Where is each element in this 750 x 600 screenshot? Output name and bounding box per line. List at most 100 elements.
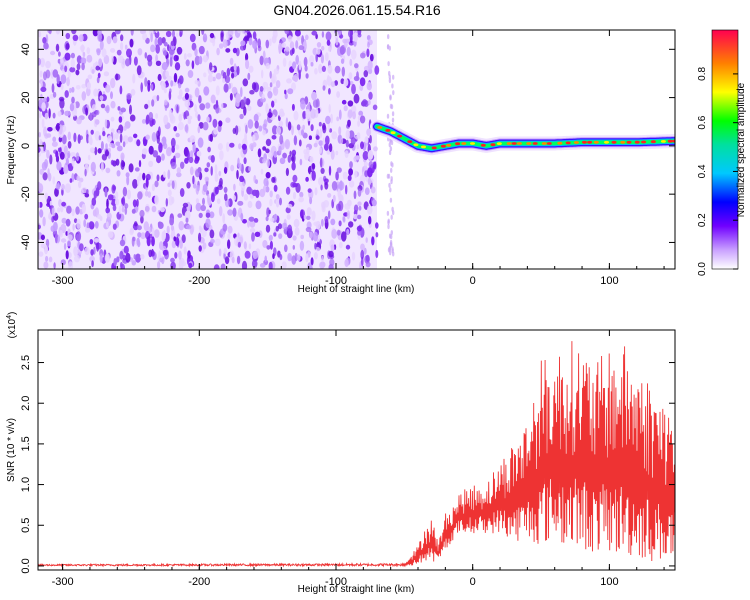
noise-speckle <box>55 183 61 190</box>
noise-speckle <box>390 104 394 110</box>
noise-speckle <box>227 225 233 234</box>
noise-speckle <box>286 214 291 220</box>
noise-speckle <box>151 205 157 213</box>
noise-speckle <box>127 189 131 200</box>
noise-speckle <box>237 157 240 168</box>
noise-speckle <box>39 209 44 218</box>
noise-speckle <box>61 201 66 207</box>
noise-speckle <box>386 210 390 216</box>
noise-speckle <box>232 195 236 201</box>
noise-speckle <box>187 53 192 58</box>
noise-speckle <box>173 236 177 242</box>
noise-speckle <box>296 124 301 131</box>
noise-speckle <box>357 188 362 197</box>
noise-speckle <box>353 190 357 200</box>
noise-speckle <box>72 223 75 231</box>
noise-speckle <box>265 103 269 114</box>
noise-speckle <box>157 37 163 46</box>
noise-speckle <box>365 254 370 263</box>
noise-speckle <box>279 112 283 118</box>
noise-speckle <box>86 82 91 90</box>
noise-speckle <box>292 235 297 241</box>
noise-speckle <box>203 86 210 96</box>
noise-speckle <box>132 73 136 84</box>
snr-multiplier-exponent: 4 <box>6 315 13 319</box>
noise-speckle <box>40 234 46 241</box>
noise-speckle <box>218 206 223 217</box>
y-tick-label: 1.5 <box>20 436 32 451</box>
noise-speckle <box>60 74 67 84</box>
noise-speckle <box>137 232 142 238</box>
noise-speckle <box>357 120 360 127</box>
noise-speckle <box>292 191 297 200</box>
noise-speckle <box>63 164 69 174</box>
noise-speckle <box>314 68 318 75</box>
noise-speckle <box>86 222 90 230</box>
x-tick-label: 0 <box>470 576 476 588</box>
noise-speckle <box>142 148 148 155</box>
noise-speckle <box>105 143 108 150</box>
noise-speckle <box>311 170 316 181</box>
noise-speckle <box>287 88 294 95</box>
noise-speckle <box>305 253 309 263</box>
noise-speckle <box>348 180 355 188</box>
signal-peak-blob <box>604 140 609 144</box>
noise-speckle <box>204 167 209 173</box>
noise-speckle <box>45 255 49 262</box>
noise-speckle <box>71 30 77 35</box>
noise-speckle <box>326 39 331 46</box>
noise-speckle <box>161 37 166 44</box>
noise-speckle <box>351 49 357 60</box>
noise-speckle <box>192 183 197 189</box>
noise-speckle <box>358 110 364 117</box>
noise-speckle <box>86 47 91 55</box>
noise-speckle <box>123 245 129 254</box>
noise-speckle <box>188 262 193 269</box>
noise-speckle <box>202 184 208 193</box>
noise-speckle <box>139 73 144 79</box>
noise-speckle <box>244 132 248 142</box>
noise-speckle <box>116 145 123 152</box>
noise-speckle <box>43 71 47 81</box>
noise-speckle <box>186 115 193 121</box>
noise-speckle <box>295 40 299 49</box>
noise-speckle <box>76 175 80 181</box>
noise-speckle <box>145 37 150 44</box>
noise-speckle <box>348 221 354 228</box>
noise-speckle <box>338 30 342 36</box>
noise-speckle <box>163 41 168 47</box>
noise-speckle <box>291 125 294 136</box>
noise-speckle <box>80 188 84 195</box>
noise-speckle <box>307 188 312 193</box>
noise-speckle <box>55 43 60 52</box>
noise-speckle <box>132 236 136 242</box>
noise-speckle <box>212 76 216 82</box>
noise-speckle <box>99 95 104 101</box>
noise-speckle <box>236 255 241 265</box>
noise-speckle <box>113 258 117 267</box>
noise-speckle <box>77 134 81 144</box>
noise-speckle <box>222 213 226 224</box>
signal-peak-blob <box>672 139 675 143</box>
noise-speckle <box>69 87 72 94</box>
noise-speckle <box>183 53 187 60</box>
noise-speckle <box>285 117 289 127</box>
noise-speckle <box>81 91 87 101</box>
noise-speckle <box>310 108 317 119</box>
noise-speckle <box>95 65 100 71</box>
noise-speckle <box>110 78 116 89</box>
noise-speckle <box>144 77 148 87</box>
noise-speckle <box>52 112 56 119</box>
noise-speckle <box>372 161 376 169</box>
noise-speckle <box>269 190 273 198</box>
noise-speckle <box>340 78 345 85</box>
noise-speckle <box>287 203 293 209</box>
noise-speckle <box>257 38 262 49</box>
noise-speckle <box>361 256 364 267</box>
noise-speckle <box>371 236 375 246</box>
noise-speckle <box>375 222 379 229</box>
noise-speckle <box>179 239 183 249</box>
noise-speckle <box>199 103 206 111</box>
noise-speckle <box>351 251 356 261</box>
